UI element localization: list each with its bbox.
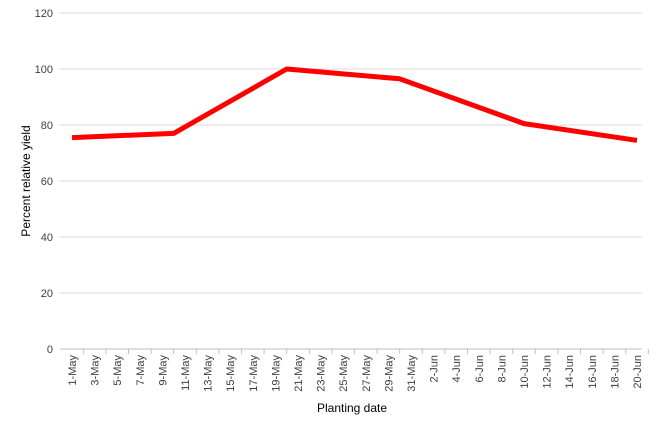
x-tick-label: 17-May — [248, 355, 260, 392]
x-tick-label: 21-May — [293, 355, 305, 392]
y-tick-label: 120 — [35, 8, 53, 20]
x-tick-label: 3-May — [90, 355, 102, 386]
x-tick-label: 9-May — [157, 355, 169, 386]
line — [71, 66, 638, 143]
x-tick-label: 23-May — [316, 355, 328, 392]
x-tick-label: 12-Jun — [542, 355, 554, 389]
x-tick-label: 27-May — [361, 355, 373, 392]
x-axis-title: Planting date — [317, 401, 387, 415]
x-tick-label: 29-May — [383, 355, 395, 392]
x-tick-label: 16-Jun — [587, 355, 599, 389]
x-tick-label: 20-Jun — [632, 355, 644, 389]
y-tick-label: 40 — [41, 232, 53, 244]
x-tick-label: 4-Jun — [451, 355, 463, 383]
x-tick-label: 10-Jun — [519, 355, 531, 389]
x-tick-label: 13-May — [203, 355, 215, 392]
x-tick-label: 14-Jun — [564, 355, 576, 389]
x-tick-label: 18-Jun — [609, 355, 621, 389]
y-tick-label: 20 — [41, 288, 53, 300]
y-axis-title: Percent relative yield — [19, 125, 33, 236]
x-tick-label: 25-May — [338, 355, 350, 392]
y-tick-label: 80 — [41, 120, 53, 132]
x-tick-label: 5-May — [112, 355, 124, 386]
x-tick-label: 2-Jun — [429, 355, 441, 383]
x-tick-label: 31-May — [406, 355, 418, 392]
x-tick-label: 15-May — [225, 355, 237, 392]
x-tick-label: 11-May — [180, 355, 192, 391]
x-tick-label: 19-May — [270, 355, 282, 392]
y-tick-label: 60 — [41, 176, 53, 188]
x-tick-label: 7-May — [135, 355, 147, 386]
x-tick-label: 8-Jun — [496, 355, 508, 383]
y-tick-label: 0 — [47, 344, 53, 356]
x-tick-label: 1-May — [67, 355, 79, 386]
x-tick-label: 6-Jun — [474, 355, 486, 383]
y-tick-label: 100 — [35, 64, 53, 76]
